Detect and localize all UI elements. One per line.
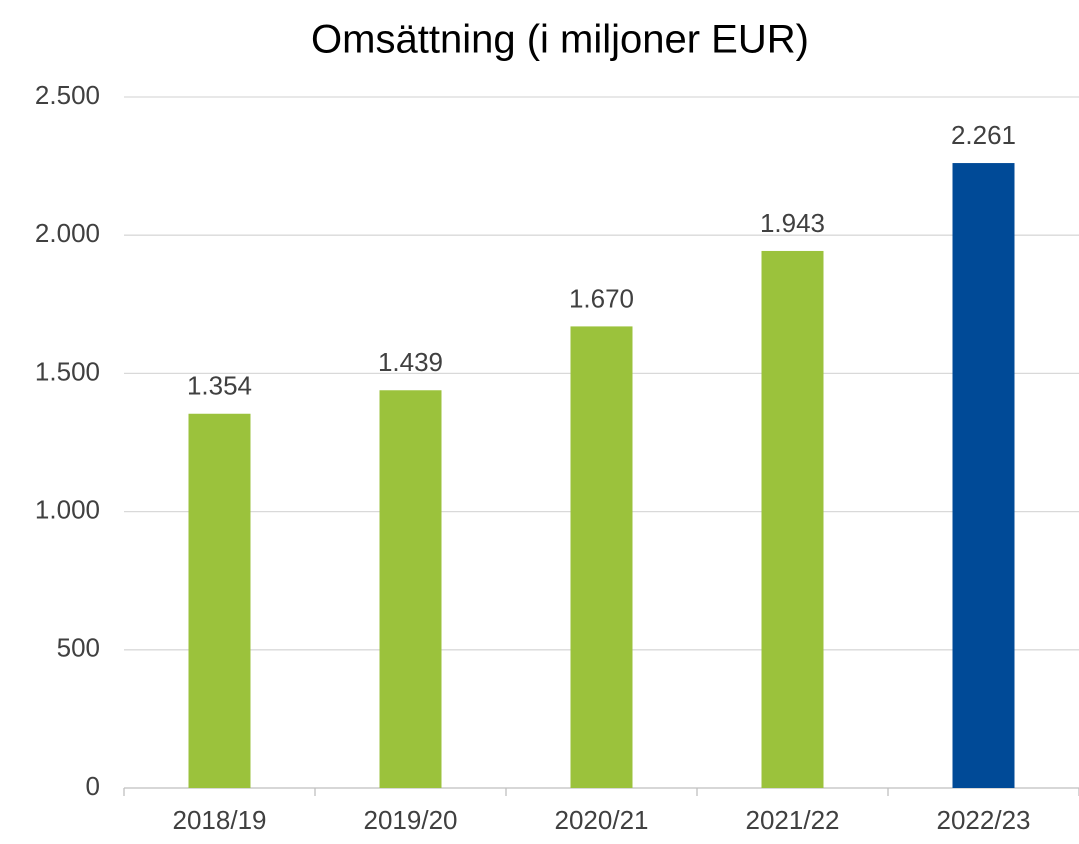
- value-label: 1.354: [187, 371, 252, 401]
- y-tick-label: 2.000: [35, 218, 100, 248]
- bar: [379, 390, 442, 788]
- y-tick-label: 2.500: [35, 80, 100, 110]
- y-tick-label: 1.000: [35, 494, 100, 524]
- x-tick-label: 2019/20: [364, 805, 458, 835]
- y-tick-label: 500: [57, 633, 100, 663]
- x-tick-label: 2018/19: [173, 805, 267, 835]
- x-tick-label: 2022/23: [937, 805, 1031, 835]
- value-label: 1.670: [569, 283, 634, 313]
- y-tick-label: 0: [86, 771, 100, 801]
- bar: [761, 250, 824, 788]
- value-label: 1.439: [378, 347, 443, 377]
- bar: [952, 163, 1015, 789]
- value-label: 1.943: [760, 208, 825, 238]
- bar: [570, 326, 633, 788]
- bar: [188, 413, 251, 788]
- y-tick-label: 1.500: [35, 356, 100, 386]
- x-tick-label: 2021/22: [746, 805, 840, 835]
- value-label: 2.261: [951, 120, 1016, 150]
- chart-title: Omsättning (i miljoner EUR): [311, 18, 809, 62]
- x-tick-label: 2020/21: [555, 805, 649, 835]
